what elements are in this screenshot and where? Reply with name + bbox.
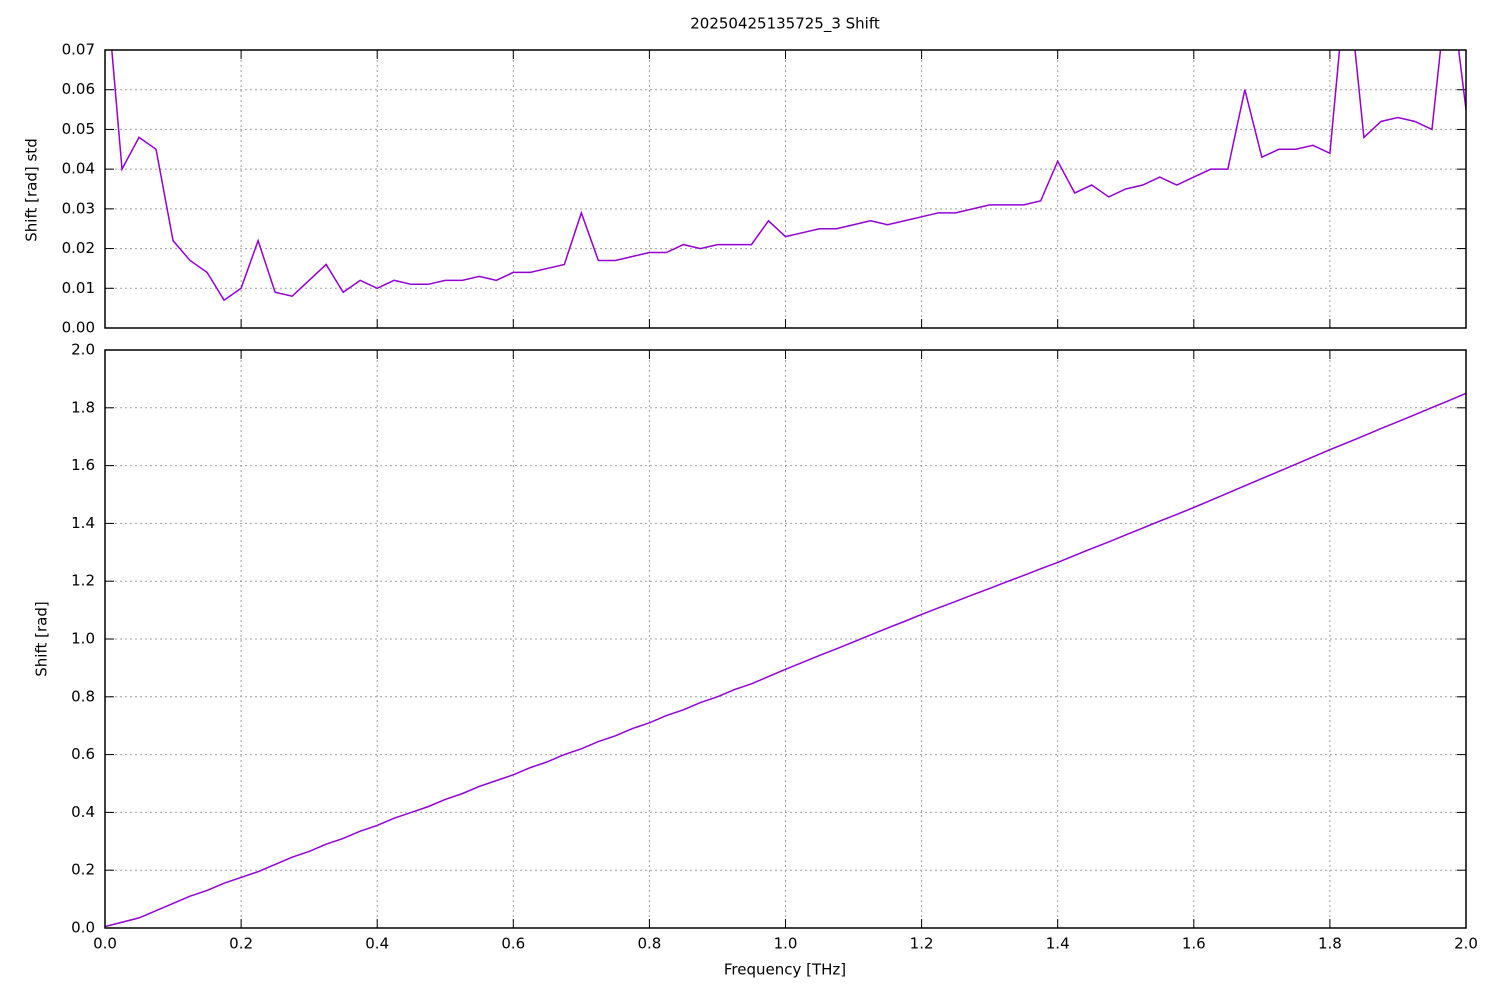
y-tick-label: 0.01 xyxy=(62,279,95,297)
y-tick-label: 0.02 xyxy=(62,239,95,257)
data-line xyxy=(111,50,1466,302)
x-tick-label: 1.4 xyxy=(1046,935,1070,953)
chart-title: 20250425135725_3 Shift xyxy=(690,15,880,34)
y-tick-label: 0.03 xyxy=(62,199,95,217)
y-tick-label: 0.2 xyxy=(71,861,95,879)
x-tick-label: 1.8 xyxy=(1318,935,1342,953)
x-tick-label: 0.8 xyxy=(637,935,661,953)
y-tick-label: 1.4 xyxy=(71,514,95,532)
x-tick-label: 1.2 xyxy=(910,935,934,953)
y-axis-label: Shift [rad] std xyxy=(23,138,41,241)
y-tick-label: 0.00 xyxy=(62,319,95,337)
x-tick-label: 1.0 xyxy=(774,935,798,953)
y-tick-label: 0.06 xyxy=(62,80,95,98)
x-tick-label: 0.4 xyxy=(365,935,389,953)
y-tick-label: 1.6 xyxy=(71,456,95,474)
y-tick-label: 1.8 xyxy=(71,398,95,416)
plot-frame xyxy=(104,49,1467,329)
data-line xyxy=(105,392,1466,928)
y-tick-label: 0.05 xyxy=(62,120,95,138)
x-tick-label: 2.0 xyxy=(1454,935,1478,953)
y-tick-label: 0.04 xyxy=(62,160,95,178)
y-tick-label: 0.6 xyxy=(71,745,95,763)
x-tick-label: 0.6 xyxy=(501,935,525,953)
y-tick-label: 1.0 xyxy=(71,630,95,648)
x-tick-label: 1.6 xyxy=(1182,935,1206,953)
y-tick-label: 2.0 xyxy=(71,341,95,359)
y-tick-label: 0.0 xyxy=(71,919,95,937)
y-tick-label: 0.07 xyxy=(62,41,95,59)
y-tick-label: 0.8 xyxy=(71,687,95,705)
x-tick-label: 0.0 xyxy=(93,935,117,953)
plot-frame xyxy=(104,349,1467,929)
x-tick-label: 0.2 xyxy=(229,935,253,953)
y-axis-label: Shift [rad] xyxy=(33,601,51,676)
x-axis-label: Frequency [THz] xyxy=(724,961,846,979)
y-tick-label: 1.2 xyxy=(71,572,95,590)
y-tick-label: 0.4 xyxy=(71,803,95,821)
